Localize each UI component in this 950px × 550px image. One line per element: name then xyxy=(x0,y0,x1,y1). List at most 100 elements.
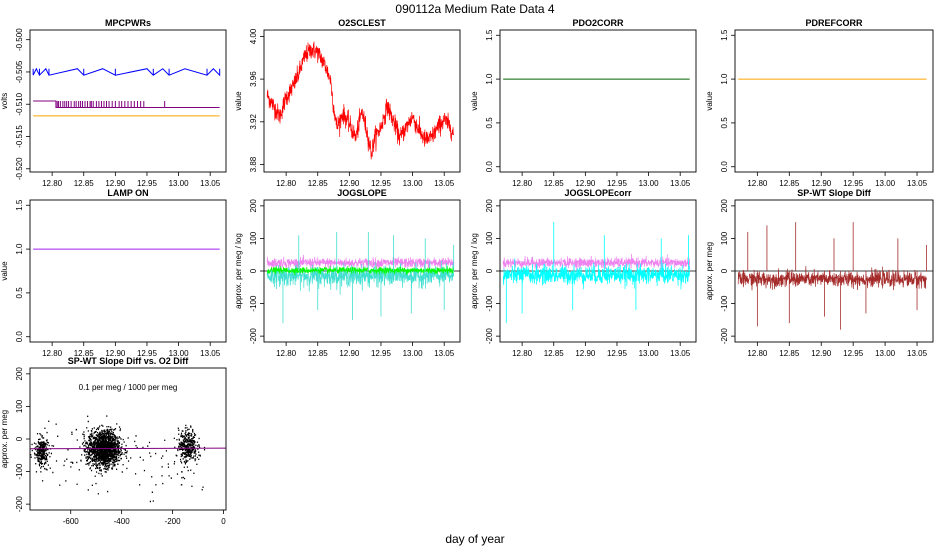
y-tick-label: -200 xyxy=(249,328,258,345)
y-tick-label: 200 xyxy=(249,199,258,213)
x-tick-label: 12.95 xyxy=(843,349,864,358)
series-1-line xyxy=(32,67,221,77)
plot-area xyxy=(735,222,933,330)
plot-frame xyxy=(29,29,227,173)
x-tick-label: 12.85 xyxy=(544,179,565,188)
x-tick-label: 13.05 xyxy=(434,179,455,188)
x-tick-label: 13.00 xyxy=(169,179,190,188)
panel-5: LAMP ON value 12.80 12.85 12.90 12.95 13.00 13.… xyxy=(0,188,227,358)
x-tick-label: 13.00 xyxy=(875,349,896,358)
x-tick-label: 13.05 xyxy=(200,179,221,188)
x-tick-label: 12.80 xyxy=(747,349,768,358)
plot-area xyxy=(264,231,460,324)
x-tick-label: -400 xyxy=(114,517,131,526)
panel-title: JOGSLOPE xyxy=(337,188,387,198)
series-2-line xyxy=(502,258,691,290)
plot-area xyxy=(30,415,226,503)
y-tick-label: 1.0 xyxy=(15,243,24,255)
panel-title: SP-WT Slope Diff xyxy=(797,188,871,198)
y-tick-label: 1.5 xyxy=(15,199,24,211)
y-axis-label: value xyxy=(470,91,479,111)
y-axis-label: approx. per meg xyxy=(705,242,714,300)
y-tick-label: 0 xyxy=(720,268,729,273)
x-tick-label: 13.00 xyxy=(875,179,896,188)
panel-title: LAMP ON xyxy=(107,188,148,198)
x-tick-label: 13.00 xyxy=(169,349,190,358)
plot-frame xyxy=(263,199,461,343)
series-1-line xyxy=(266,254,455,273)
x-tick-label: 13.00 xyxy=(403,179,424,188)
plot-area xyxy=(500,222,696,324)
y-tick-label: -200 xyxy=(485,328,494,345)
y-tick-label: -100 xyxy=(485,295,494,312)
y-tick-label: 0.5 xyxy=(15,287,24,299)
x-tick-label: 12.85 xyxy=(308,179,329,188)
y-axis-label: volts xyxy=(0,93,9,109)
y-tick-label: 1.5 xyxy=(720,29,729,41)
panel-7: JOGSLOPEcorr approx. per meg / log 12.80 12… xyxy=(470,188,697,358)
panel-title: MPCPWRs xyxy=(105,18,151,28)
y-tick-label: 200 xyxy=(720,199,729,213)
y-tick-label: 100 xyxy=(485,231,494,245)
x-tick-label: 12.90 xyxy=(105,179,126,188)
x-tick-label: -200 xyxy=(165,517,182,526)
y-axis-label: value xyxy=(705,91,714,111)
x-tick-label: 12.85 xyxy=(779,179,800,188)
x-tick-label: 12.90 xyxy=(339,349,360,358)
x-tick-label: 12.85 xyxy=(74,179,95,188)
y-tick-label: 0.0 xyxy=(720,161,729,173)
panel-title: PDO2CORR xyxy=(572,18,624,28)
panels: MPCPWRs volts 12.80 12.85 12.90 12.95 13.00 13.… xyxy=(0,18,934,526)
fit-line xyxy=(30,447,226,450)
y-tick-label: -0.505 xyxy=(15,60,24,83)
figure-xlabel: day of year xyxy=(445,532,504,546)
plot-frame xyxy=(499,199,697,343)
y-tick-label: 3.96 xyxy=(249,71,258,87)
x-tick-label: 12.90 xyxy=(811,349,832,358)
y-tick-label: -200 xyxy=(720,328,729,345)
series-2-line xyxy=(266,260,455,295)
x-tick-label: 13.05 xyxy=(670,179,691,188)
plot-frame xyxy=(263,29,461,173)
figure-title: 090112a Medium Rate Data 4 xyxy=(395,2,555,16)
y-tick-label: 0 xyxy=(249,268,258,273)
y-tick-label: -0.510 xyxy=(15,92,24,115)
y-tick-label: -0.515 xyxy=(15,125,24,148)
x-tick-label: 12.95 xyxy=(843,179,864,188)
series-1-line xyxy=(266,41,455,160)
x-tick-label: 12.80 xyxy=(276,179,297,188)
y-tick-label: 0.5 xyxy=(720,117,729,129)
x-tick-label: 12.95 xyxy=(371,179,392,188)
x-tick-label: -600 xyxy=(63,517,80,526)
x-tick-label: 12.90 xyxy=(105,349,126,358)
y-axis-label: approx. per meg / log xyxy=(234,233,243,309)
panel-4: PDREFCORR value 12.80 12.85 12.90 12.95 13.00 1… xyxy=(705,18,934,188)
plot-frame xyxy=(734,199,934,343)
x-tick-label: 13.05 xyxy=(670,349,691,358)
x-tick-label: 0 xyxy=(221,517,226,526)
plot-frame xyxy=(29,367,227,511)
x-tick-label: 12.95 xyxy=(607,179,628,188)
x-tick-label: 13.05 xyxy=(434,349,455,358)
y-tick-label: 3.92 xyxy=(249,113,258,129)
y-tick-label: 4.00 xyxy=(249,28,258,44)
panel-title: SP-WT Slope Diff vs. O2 Diff xyxy=(68,356,190,366)
y-tick-label: -0.520 xyxy=(15,157,24,180)
x-tick-label: 12.80 xyxy=(512,349,533,358)
x-tick-label: 13.05 xyxy=(907,349,928,358)
x-tick-label: 12.85 xyxy=(779,349,800,358)
x-tick-label: 13.00 xyxy=(639,349,660,358)
x-tick-label: 12.95 xyxy=(137,349,158,358)
x-tick-label: 13.05 xyxy=(907,179,928,188)
x-tick-label: 12.95 xyxy=(137,179,158,188)
y-tick-label: -200 xyxy=(15,496,24,513)
y-tick-label: -100 xyxy=(720,295,729,312)
panel-9: SP-WT Slope Diff vs. O2 Diff approx. per … xyxy=(0,356,227,526)
panel-8: SP-WT Slope Diff approx. per meg 12.80 12.8… xyxy=(705,188,934,358)
panel-3: PDO2CORR value 12.80 12.85 12.90 12.95 13.00 13… xyxy=(470,18,697,188)
series-3-line xyxy=(266,265,455,276)
plot-frame xyxy=(499,29,697,173)
y-tick-label: -100 xyxy=(249,295,258,312)
annotation-label: 0.1 per meg / 1000 per meg xyxy=(79,383,178,392)
